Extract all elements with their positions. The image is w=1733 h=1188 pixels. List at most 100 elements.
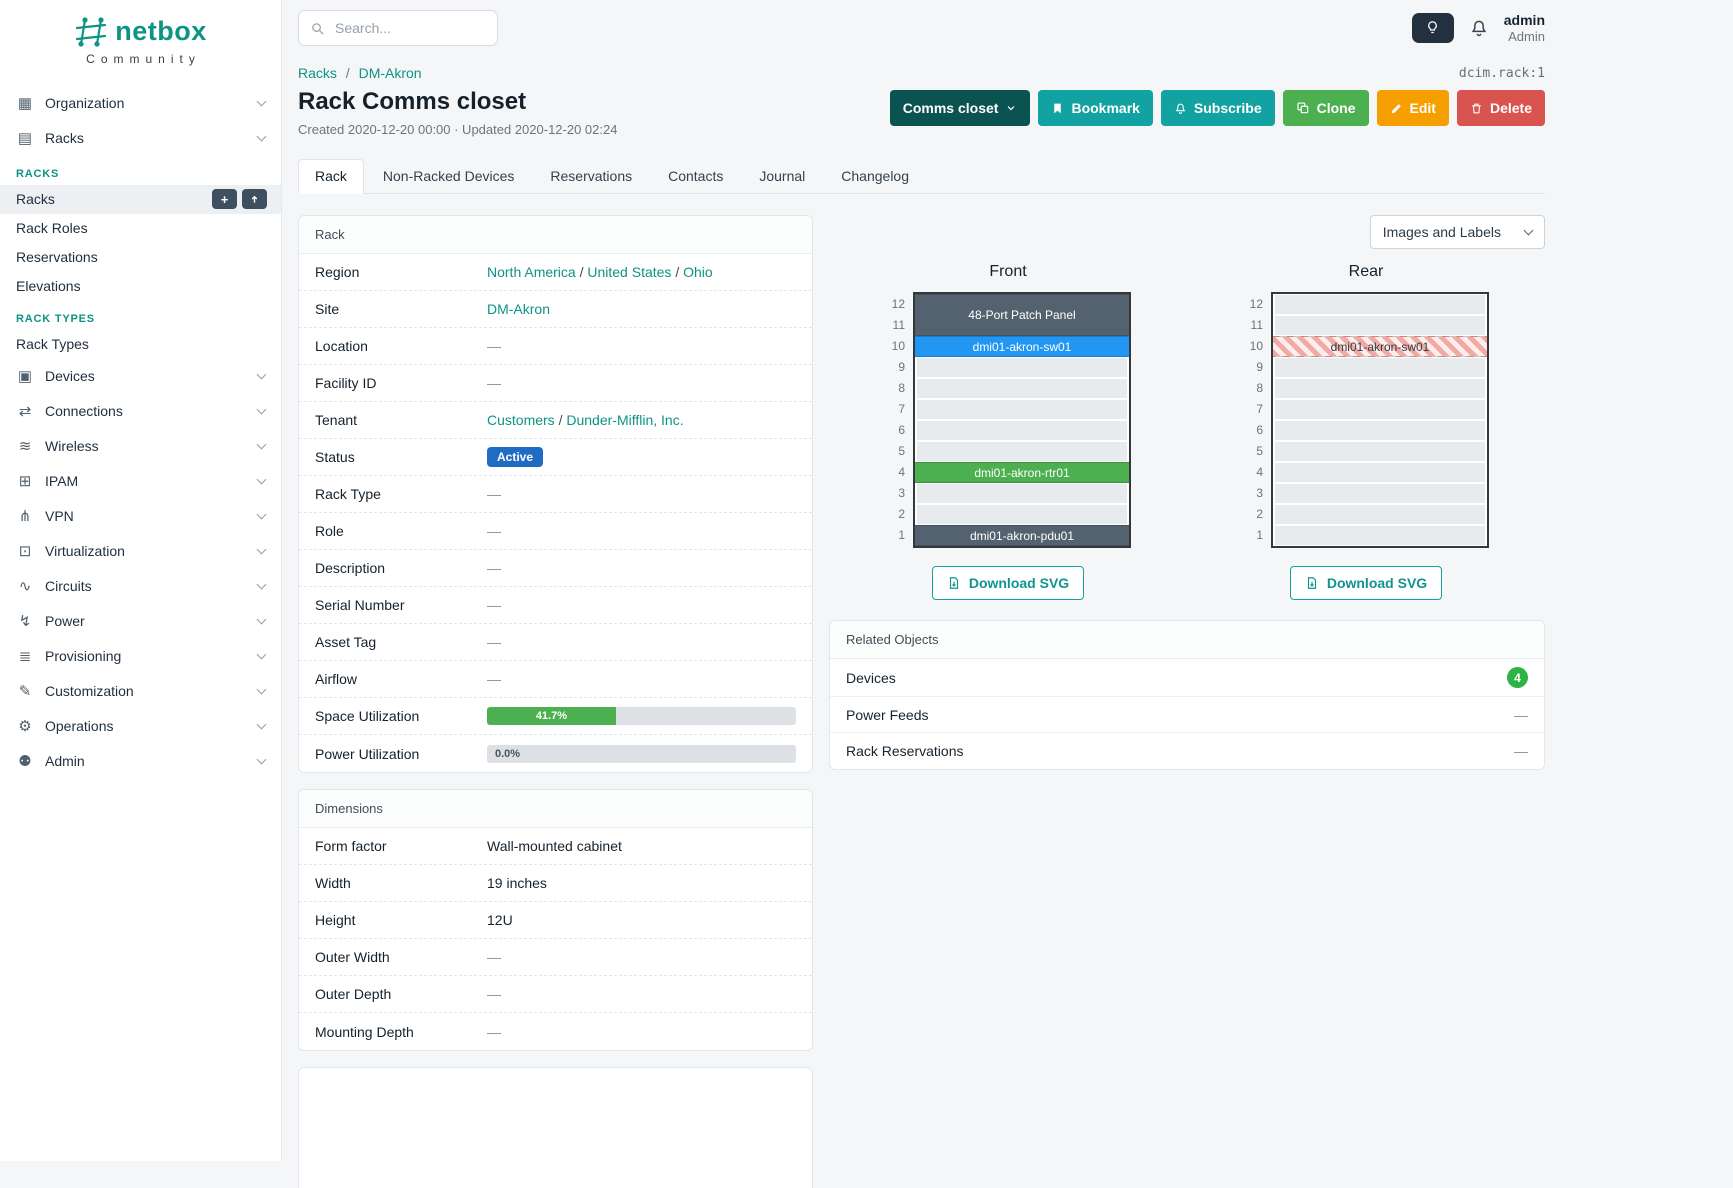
detail-label: Status	[315, 449, 355, 465]
chevron-down-icon	[256, 131, 267, 141]
slot-fill	[1275, 442, 1485, 461]
delete-button[interactable]: Delete	[1456, 90, 1545, 126]
sidebar-item-connections[interactable]: ⇄ Connections	[0, 394, 281, 429]
rack-slot[interactable]	[915, 441, 1129, 462]
rack-slot[interactable]	[915, 357, 1129, 378]
breadcrumb-site-link[interactable]: DM-Akron	[358, 65, 422, 81]
tab-journal[interactable]: Journal	[742, 159, 822, 194]
breadcrumb-separator: /	[345, 65, 350, 81]
detail-row: Space Utilization 41.7%	[299, 698, 812, 735]
rack-slot[interactable]	[1273, 441, 1487, 462]
rack-slot[interactable]	[915, 420, 1129, 441]
related-row-rack-reservations[interactable]: Rack Reservations —	[830, 733, 1544, 769]
sidebar-item-organization[interactable]: ▦ Organization	[0, 86, 281, 121]
link-ohio[interactable]: Ohio	[683, 264, 713, 280]
sidebar-item-customization[interactable]: ✎ Customization	[0, 674, 281, 709]
link-united-states[interactable]: United States	[587, 264, 672, 280]
related-label: Rack Reservations	[846, 743, 964, 759]
rack-slot[interactable]	[915, 483, 1129, 504]
progress-label: 0.0%	[495, 747, 521, 760]
sidebar-item-provisioning[interactable]: ≣ Provisioning	[0, 639, 281, 674]
rack-slot[interactable]	[1273, 315, 1487, 336]
tab-rack[interactable]: Rack	[298, 159, 364, 194]
related-row-power-feeds[interactable]: Power Feeds —	[830, 697, 1544, 733]
brand-community: Community	[86, 51, 201, 66]
rack-slot[interactable]	[1273, 294, 1487, 315]
chevron-down-icon	[256, 474, 267, 484]
rack-device[interactable]: 48-Port Patch Panel	[915, 294, 1129, 336]
rack-device[interactable]: dmi01-akron-pdu01	[915, 525, 1129, 546]
rack-slot[interactable]	[1273, 504, 1487, 525]
sidebar-item-ipam[interactable]: ⊞ IPAM	[0, 464, 281, 499]
slot-fill	[1275, 316, 1485, 335]
notifications-button[interactable]	[1469, 18, 1489, 38]
rack-slot[interactable]	[1273, 420, 1487, 441]
chevron-down-icon	[256, 544, 267, 554]
detail-row: Location —	[299, 328, 812, 365]
tab-reservations[interactable]: Reservations	[533, 159, 649, 194]
sidebar-item-circuits[interactable]: ∿ Circuits	[0, 569, 281, 604]
sidebar-item-operations[interactable]: ⚙ Operations	[0, 709, 281, 744]
add-button[interactable]: +	[212, 189, 237, 209]
rack-slot[interactable]	[1273, 357, 1487, 378]
bookmark-icon	[1054, 103, 1062, 113]
tab-changelog[interactable]: Changelog	[824, 159, 926, 194]
download-svg-front-button[interactable]: Download SVG	[931, 566, 1085, 600]
link-dunder-mifflin-inc[interactable]: Dunder-Mifflin, Inc.	[566, 412, 684, 428]
sidebar-link-rack-roles[interactable]: Rack Roles	[0, 214, 281, 243]
images-labels-select[interactable]: Images and Labels	[1369, 215, 1545, 249]
detail-value: 12U	[487, 912, 513, 928]
bookmark-button[interactable]: Bookmark	[1038, 90, 1153, 126]
link-dm-akron[interactable]: DM-Akron	[487, 301, 551, 317]
sidebar-item-vpn[interactable]: ⋔ VPN	[0, 499, 281, 534]
unit-number: 4	[1256, 465, 1263, 479]
download-icon	[949, 577, 958, 589]
sidebar-link-elevations[interactable]: Elevations	[0, 272, 281, 301]
sidebar-link-racks[interactable]: Racks +	[0, 184, 281, 214]
detail-value: —	[487, 1023, 501, 1040]
breadcrumb-racks-link[interactable]: Racks	[298, 65, 337, 81]
related-row-devices[interactable]: Devices 4	[830, 659, 1544, 697]
context-dropdown-button[interactable]: Comms closet	[889, 90, 1031, 126]
tab-contacts[interactable]: Contacts	[651, 159, 740, 194]
detail-label: Rack Type	[315, 486, 381, 502]
tab-non-racked-devices[interactable]: Non-Racked Devices	[366, 159, 532, 194]
brand-name: netbox	[115, 16, 207, 46]
rack-slot[interactable]	[1273, 462, 1487, 483]
rack-slot[interactable]	[1273, 399, 1487, 420]
slot-fill	[1275, 526, 1485, 545]
rack-slot[interactable]	[915, 378, 1129, 399]
sidebar-item-racks[interactable]: ▤ Racks	[0, 121, 281, 156]
netbox-logo[interactable]: netbox Community	[0, 0, 281, 74]
slot-fill	[917, 421, 1127, 440]
sidebar-link-reservations[interactable]: Reservations	[0, 243, 281, 272]
sidebar-item-admin[interactable]: ⚉ Admin	[0, 744, 281, 779]
import-button[interactable]	[242, 189, 267, 209]
download-svg-rear-button[interactable]: Download SVG	[1289, 566, 1443, 600]
sidebar-item-devices[interactable]: ▣ Devices	[0, 359, 281, 394]
rack-slot[interactable]	[915, 399, 1129, 420]
rack-device[interactable]: dmi01-akron-rtr01	[915, 462, 1129, 483]
edit-button[interactable]: Edit	[1376, 90, 1449, 126]
link-customers[interactable]: Customers	[487, 412, 555, 428]
rack-device[interactable]: dmi01-akron-sw01	[915, 336, 1129, 357]
search-input[interactable]	[333, 19, 486, 37]
content: admin Admin Racks / DM-Akron dcim.rack:1…	[282, 0, 1545, 1188]
theme-toggle-button[interactable]	[1411, 12, 1454, 43]
sidebar-item-wireless[interactable]: ≋ Wireless	[0, 429, 281, 464]
user-menu[interactable]: admin Admin	[1504, 12, 1545, 44]
search-icon	[312, 22, 324, 35]
rack-device[interactable]: dmi01-akron-sw01	[1273, 336, 1487, 357]
sidebar-item-virtualization[interactable]: ⊡ Virtualization	[0, 534, 281, 569]
link-north-america[interactable]: North America	[487, 264, 576, 280]
search-box[interactable]	[298, 10, 498, 46]
clone-button[interactable]: Clone	[1282, 90, 1369, 126]
rack-slot[interactable]	[1273, 483, 1487, 504]
sidebar-link-rack-types[interactable]: Rack Types	[0, 330, 281, 359]
subscribe-button[interactable]: Subscribe	[1160, 90, 1275, 126]
unit-number: 6	[1256, 423, 1263, 437]
sidebar-item-power[interactable]: ↯ Power	[0, 604, 281, 639]
rack-slot[interactable]	[1273, 525, 1487, 546]
rack-slot[interactable]	[915, 504, 1129, 525]
rack-slot[interactable]	[1273, 378, 1487, 399]
